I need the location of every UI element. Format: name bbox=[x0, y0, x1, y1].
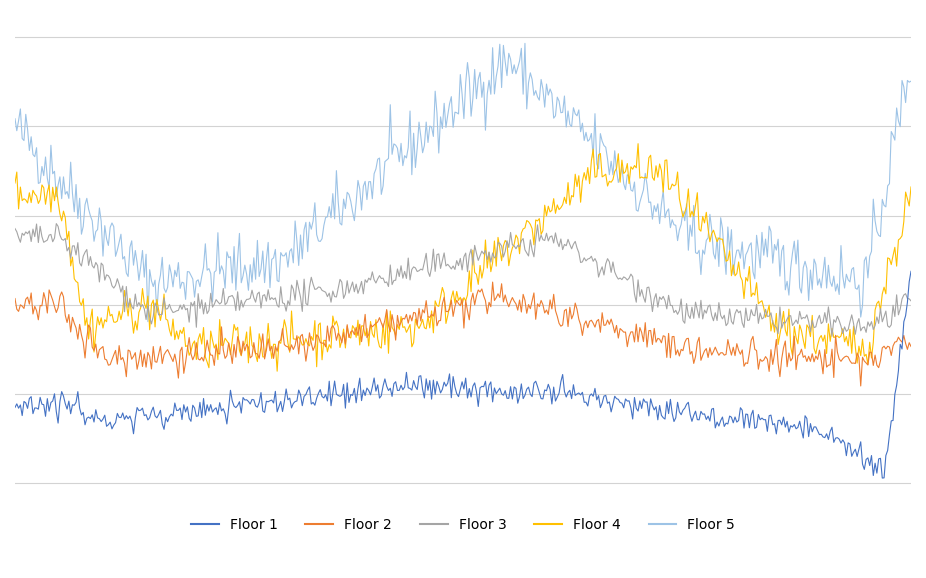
Floor 2 bbox=[9, 295, 20, 302]
Floor 3 bbox=[496, 243, 507, 250]
Floor 3 bbox=[887, 302, 898, 309]
Floor 2 bbox=[745, 337, 757, 344]
Floor 3 bbox=[51, 220, 62, 227]
Floor 5 bbox=[747, 268, 758, 275]
Floor 4 bbox=[906, 183, 917, 190]
Floor 4 bbox=[271, 368, 282, 375]
Floor 3 bbox=[826, 333, 837, 340]
Floor 4 bbox=[632, 140, 644, 147]
Floor 2 bbox=[435, 317, 446, 324]
Floor 1 bbox=[543, 381, 554, 388]
Floor 2 bbox=[487, 279, 498, 286]
Floor 5 bbox=[9, 115, 20, 122]
Floor 1 bbox=[906, 268, 917, 275]
Line: Floor 2: Floor 2 bbox=[15, 282, 911, 386]
Floor 5 bbox=[443, 112, 454, 118]
Floor 2 bbox=[856, 383, 867, 390]
Floor 5 bbox=[546, 90, 557, 97]
Floor 4 bbox=[443, 312, 454, 319]
Line: Floor 4: Floor 4 bbox=[15, 144, 911, 371]
Floor 1 bbox=[9, 404, 20, 411]
Floor 1 bbox=[877, 475, 888, 481]
Floor 5 bbox=[906, 77, 917, 84]
Floor 1 bbox=[441, 383, 452, 390]
Floor 5 bbox=[496, 84, 507, 91]
Floor 3 bbox=[906, 297, 917, 304]
Floor 5 bbox=[143, 318, 154, 325]
Floor 4 bbox=[747, 290, 758, 297]
Floor 5 bbox=[887, 132, 898, 139]
Floor 1 bbox=[885, 417, 896, 424]
Floor 3 bbox=[9, 225, 20, 232]
Floor 3 bbox=[443, 261, 454, 268]
Floor 4 bbox=[437, 284, 448, 291]
Floor 2 bbox=[544, 297, 556, 303]
Line: Floor 1: Floor 1 bbox=[15, 271, 911, 478]
Floor 4 bbox=[544, 209, 556, 216]
Floor 4 bbox=[887, 252, 898, 259]
Floor 1 bbox=[744, 424, 755, 431]
Line: Floor 5: Floor 5 bbox=[15, 43, 911, 321]
Floor 5 bbox=[519, 40, 531, 47]
Floor 2 bbox=[887, 343, 898, 350]
Floor 1 bbox=[494, 385, 506, 392]
Floor 4 bbox=[9, 180, 20, 187]
Floor 3 bbox=[437, 257, 448, 264]
Floor 2 bbox=[906, 343, 917, 350]
Floor 5 bbox=[437, 125, 448, 132]
Floor 4 bbox=[496, 257, 507, 264]
Floor 3 bbox=[745, 306, 757, 313]
Line: Floor 3: Floor 3 bbox=[15, 224, 911, 336]
Floor 1 bbox=[435, 390, 446, 397]
Floor 2 bbox=[441, 308, 452, 315]
Floor 3 bbox=[544, 234, 556, 240]
Legend: Floor 1, Floor 2, Floor 3, Floor 4, Floor 5: Floor 1, Floor 2, Floor 3, Floor 4, Floo… bbox=[185, 513, 741, 538]
Floor 2 bbox=[496, 280, 507, 287]
